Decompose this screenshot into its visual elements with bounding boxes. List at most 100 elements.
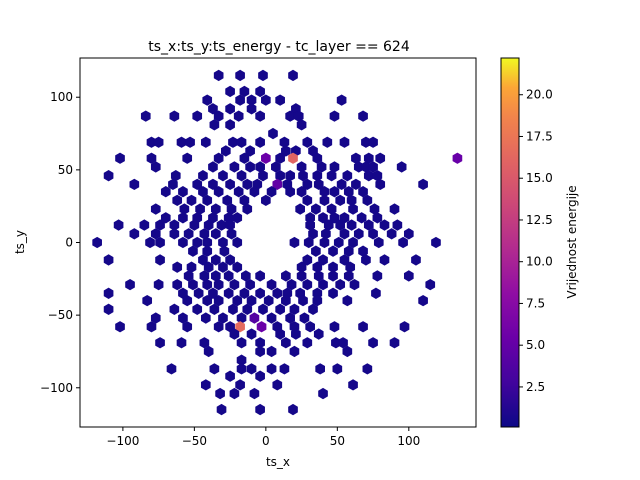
hexbin-cell (160, 185, 171, 198)
hexbin-cell (358, 110, 368, 122)
hexbin-cell (305, 219, 315, 231)
hexbin-cell (125, 278, 135, 291)
hexbin-cell (215, 387, 225, 400)
hexbin-cell (368, 228, 378, 240)
hexbin-cell (255, 403, 265, 416)
hexbin-cell (255, 161, 265, 173)
hexbin-cell (312, 287, 323, 300)
hexbin-cell (160, 212, 171, 224)
hexbin-cell (372, 212, 383, 224)
y-tick-label: 0 (65, 236, 73, 250)
hexbin-cell (258, 303, 268, 315)
hexbin-cell (213, 185, 224, 198)
hexbin-cell (225, 370, 235, 382)
hexbin-cell (308, 228, 318, 240)
hexbin-cell (266, 278, 277, 291)
hexbin-cell (242, 303, 253, 315)
hexbin-cell (328, 287, 338, 300)
hexbin-cell (411, 254, 421, 266)
chart-title: ts_x:ts_y:ts_energy - tc_layer == 624 (148, 39, 410, 55)
hexbin-cell (372, 270, 383, 282)
hexbin-cell (239, 152, 250, 164)
hexbin-cell (261, 152, 271, 164)
hexbin-cell (241, 270, 251, 282)
hexbin-cell (271, 161, 281, 173)
hexbin-cell (218, 261, 228, 273)
hexbin-cell (346, 219, 357, 231)
hexbin-cell (186, 194, 197, 207)
hexbin-cell (235, 379, 245, 391)
hexbin-cell (155, 219, 165, 231)
hexbin-cell (318, 278, 328, 291)
hexbin-cell (236, 170, 247, 182)
hexbin-cell (233, 185, 244, 198)
hexbin-cell (362, 194, 373, 207)
hexbin-cell (232, 236, 243, 249)
hexbin-cell (452, 152, 463, 164)
hexbin-cell (225, 119, 235, 131)
hexbin-cell (129, 228, 140, 240)
hexbin-cell (242, 178, 253, 191)
hexbin-cell (229, 328, 240, 340)
hexbin-cell (418, 178, 428, 191)
hexbin-cell (232, 212, 243, 224)
hexbin-cell (339, 254, 350, 266)
hexbin-cell (266, 345, 277, 358)
hexbin-cell (155, 254, 165, 266)
hexbin-cell (289, 236, 300, 249)
hexbin-cell (328, 245, 338, 257)
hexbin-cell (153, 278, 164, 291)
hexbin-cell (288, 152, 298, 164)
hexbin-cell (245, 161, 255, 173)
hexbin-cell (302, 254, 313, 266)
hexbin-cell (166, 363, 177, 375)
hexbin-cell (339, 228, 350, 240)
hexbin-cell (312, 170, 323, 182)
hexbin-cell (285, 110, 295, 122)
hexbin-cell (258, 170, 268, 182)
hexbin-cell (246, 294, 257, 307)
hexbin-cell (368, 161, 378, 173)
hexbin-cell (255, 345, 265, 358)
hexbin-cell (172, 194, 183, 207)
hexbin-cell (296, 119, 307, 131)
hexbin-cell (272, 287, 283, 300)
hexbin-cell (220, 145, 231, 157)
hexbin-cell (176, 337, 187, 349)
hexbin-cell (272, 379, 283, 391)
hexbin-cell (255, 136, 265, 148)
hexbin-cell (192, 236, 203, 249)
y-tick-label: −50 (48, 308, 73, 322)
hexbin-cell (389, 337, 400, 349)
hexbin-cell (216, 219, 227, 231)
hexbin-cell (275, 303, 285, 315)
hexbin-cell (202, 245, 213, 257)
colorbar-tick-label: 5.0 (526, 338, 545, 352)
hexbin-cell (281, 294, 291, 307)
hexbin-cell (299, 312, 310, 324)
hexbin-cell (218, 236, 228, 249)
hexbin-cell (219, 245, 230, 257)
hexbin-cell (392, 219, 403, 231)
hexbin-cell (326, 203, 337, 215)
hexbin-cell (239, 194, 250, 207)
hexbin-cell (345, 261, 356, 273)
hexbin-cell (213, 152, 224, 164)
hexbin-cell (198, 170, 208, 182)
hexbin-cell (242, 203, 253, 215)
colorbar-label: Vrijednost energije (565, 185, 579, 298)
hexbin-cell (368, 136, 378, 148)
hexbin-cell (343, 270, 354, 282)
hexbin-cell (346, 194, 357, 207)
hexbin-cell (140, 110, 151, 122)
hexbin-cell (233, 110, 244, 122)
hexbin-cell (150, 228, 161, 240)
hexbin-cell (169, 219, 180, 231)
hexbin-cell (279, 136, 290, 148)
hexbin-cell (208, 287, 218, 300)
hexbin-cell (239, 85, 250, 98)
hexbin-cell (358, 245, 368, 257)
hexbin-cell (329, 321, 340, 333)
hexbin-cell (363, 152, 374, 164)
hexbin-cell (285, 185, 295, 198)
